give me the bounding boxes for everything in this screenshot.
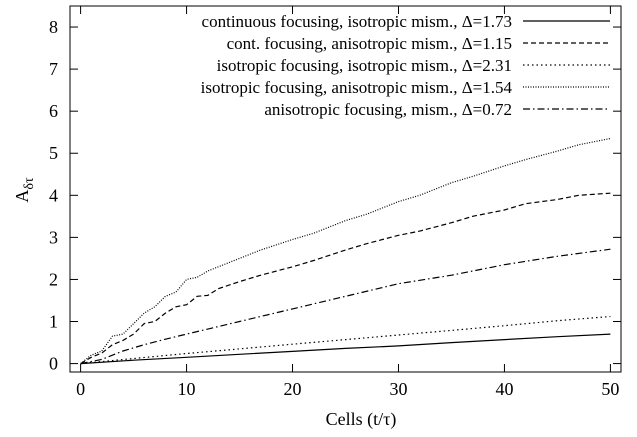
y-tick-label: 1: [49, 312, 58, 332]
legend-label-1: continuous focusing, isotropic mism., Δ=…: [202, 12, 512, 31]
x-tick-label: 0: [76, 379, 85, 399]
plot-frame: [69, 5, 622, 373]
y-axis-label-main: A: [12, 190, 32, 203]
series-line-1: [80, 333, 611, 365]
x-tick-label: 50: [601, 379, 619, 399]
y-axis-label: Aδτ: [12, 177, 37, 203]
legend: continuous focusing, isotropic mism., Δ=…: [201, 12, 610, 119]
legend-label-3: isotropic focusing, isotropic mism., Δ=2…: [217, 56, 512, 75]
series-line-2: [80, 192, 611, 365]
x-axis-label: Cells (t/τ): [326, 409, 397, 430]
x-tick-label: 10: [178, 379, 196, 399]
y-tick-label: 8: [49, 17, 58, 37]
y-tick-label: 2: [49, 269, 58, 289]
x-tick-label: 40: [495, 379, 513, 399]
plot-border: [69, 5, 622, 373]
y-tick-label: 3: [49, 227, 58, 247]
y-axis-label-sub: δτ: [22, 177, 37, 190]
legend-label-2: cont. focusing, anisotropic mism., Δ=1.1…: [227, 34, 512, 53]
svg-text:Aδτ: Aδτ: [12, 177, 37, 203]
y-tick-label: 6: [49, 101, 58, 121]
y-tick-label: 0: [49, 354, 58, 374]
y-tick-label: 5: [49, 143, 58, 163]
legend-label-4: isotropic focusing, anisotropic mism., Δ…: [201, 78, 513, 97]
x-tick-label: 30: [389, 379, 407, 399]
y-tick-label: 7: [49, 59, 58, 79]
legend-label-5: anisotropic focusing, mism., Δ=0.72: [264, 100, 512, 119]
y-tick-label: 4: [49, 185, 58, 205]
x-tick-label: 20: [284, 379, 302, 399]
series-line-5: [80, 248, 611, 365]
series-lines: [80, 137, 611, 365]
series-line-4: [80, 137, 611, 365]
axis-ticks: 0 10 20 30 40 50 0 1 2 3 4 5 6 7 8: [49, 6, 621, 399]
series-line-3: [80, 315, 611, 365]
